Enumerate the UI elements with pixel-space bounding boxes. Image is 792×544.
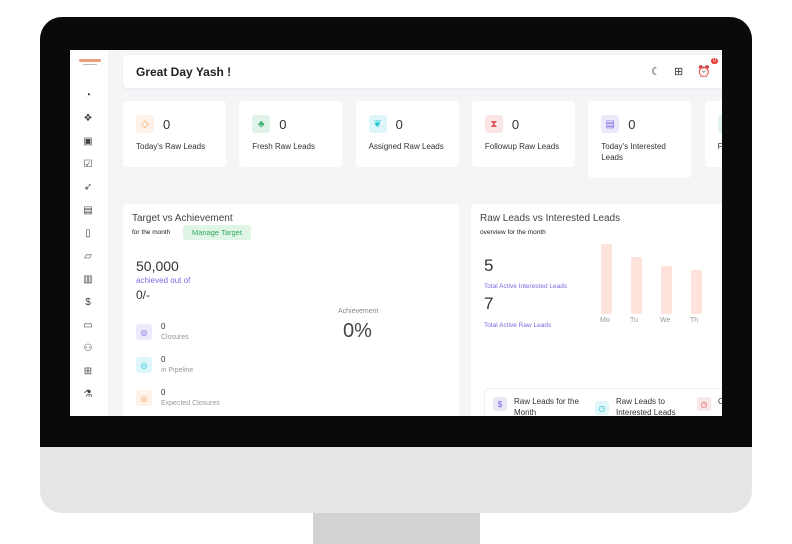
metric-label: Expected Closures xyxy=(161,400,220,407)
bar-Mo xyxy=(601,244,612,314)
monitor-chin xyxy=(40,447,752,513)
grid-plus-icon[interactable]: ⊞ xyxy=(674,66,684,78)
invoice-icon[interactable]: $ xyxy=(85,296,91,308)
manage-target-button[interactable]: Manage Target xyxy=(183,225,251,240)
clock-icon: ◷ xyxy=(595,401,609,415)
bar-Tu xyxy=(631,256,642,314)
card-subtitle: overview for the month xyxy=(480,229,546,236)
notification-badge: 0 xyxy=(711,58,719,64)
metric-value: 0 xyxy=(161,322,166,331)
metric-label: Raw Leads to Interested Leads Conversion xyxy=(616,397,676,416)
stat-icon: ▪ xyxy=(717,115,722,133)
target-card: Target vs Achievement for the month Mana… xyxy=(123,204,459,416)
target-metric: ◎ 0 in Pipeline xyxy=(136,355,336,379)
calendar-icon[interactable]: ▣ xyxy=(83,135,93,147)
stat-card[interactable]: ▪ F L xyxy=(704,101,723,167)
alarm-icon[interactable]: ⏰ xyxy=(697,66,711,78)
hourglass-icon: ⧗ xyxy=(484,115,503,133)
logo xyxy=(79,59,101,67)
bar-We xyxy=(661,266,672,314)
monitor-stand xyxy=(313,513,480,544)
stat-label: Fresh Raw Leads xyxy=(252,142,315,151)
stat-value: 0 xyxy=(279,117,287,132)
metric-label: C P xyxy=(718,397,722,406)
briefcase-icon: ▤ xyxy=(601,115,620,133)
briefcase-icon[interactable]: ▤ xyxy=(83,204,93,216)
table-icon[interactable]: ⊞ xyxy=(83,365,93,377)
rocket-icon[interactable]: ➶ xyxy=(83,181,93,193)
moon-clock-icon[interactable]: ☾ xyxy=(651,66,661,78)
metric-label: Raw Leads for the Month xyxy=(514,397,579,416)
users-icon[interactable]: ⚇ xyxy=(83,342,93,354)
raw-label: Total Active Raw Leads xyxy=(484,322,552,329)
target-metric: ◎ 0 Closures xyxy=(136,322,336,346)
header: Great Day Yash ! ☾ ⊞ ⏰ xyxy=(123,55,722,88)
card-subtitle: for the month xyxy=(132,229,171,236)
building-icon[interactable]: ▱ xyxy=(84,250,92,262)
achieved-label: achieved out of xyxy=(136,276,191,285)
check-circle-icon: ◎ xyxy=(136,390,152,406)
metric-label: in Pipeline xyxy=(161,367,194,374)
tasks-icon[interactable]: ☑ xyxy=(83,158,93,170)
stat-value: 0 xyxy=(395,117,403,132)
app-screen: ◔ ❖ ▣ ☑ ➶ ▤ ▯ ▱ ▥ $ ▭ ⚇ ⊞ ⚗ Great Day Yash ! ☾ ⊞ ⏰ 0 … xyxy=(70,50,722,416)
stat-card[interactable]: ♣ 0 Fresh Raw Leads xyxy=(239,101,343,167)
stat-value: 0 xyxy=(163,117,171,132)
dashboard-icon[interactable]: ◔ xyxy=(84,89,92,101)
sidebar: ◔ ❖ ▣ ☑ ➶ ▤ ▯ ▱ ▥ $ ▭ ⚇ ⊞ ⚗ xyxy=(70,50,108,416)
interested-label: Total Active Interested Leads xyxy=(484,283,568,290)
stat-label: F L xyxy=(717,142,723,151)
x-tick-label: We xyxy=(660,317,671,324)
x-tick-label: Th xyxy=(690,317,699,324)
target-metric: ◎ 0 Expected Closures xyxy=(136,388,336,412)
stat-card[interactable]: ▤ 0 Today's Interested Leads xyxy=(588,101,692,178)
target-value: 50,000 xyxy=(136,258,179,274)
tag-icon: ◇ xyxy=(136,115,154,133)
stat-card[interactable]: ❦ 0 Assigned Raw Leads xyxy=(355,101,459,167)
dollar-icon: $ xyxy=(493,397,507,411)
stat-label: Assigned Raw Leads xyxy=(368,142,444,151)
metric-value: 0 xyxy=(161,388,166,397)
achievement-value: 0% xyxy=(343,320,372,342)
document-icon[interactable]: ▥ xyxy=(83,273,93,285)
ticket-icon[interactable]: ▭ xyxy=(83,319,93,331)
x-tick-label: Mo xyxy=(600,317,610,324)
metric-label: Closures xyxy=(161,334,189,341)
stat-value: 0 xyxy=(511,117,520,132)
achieved-value: 0/- xyxy=(136,288,151,302)
stat-card[interactable]: ◇ 0 Today's Raw Leads xyxy=(123,101,226,167)
metrics-panel: $Raw Leads for the Month4◷Raw Leads to I… xyxy=(484,388,722,416)
bar-Th xyxy=(691,269,702,314)
raw-value: 7 xyxy=(484,294,494,313)
modules-icon[interactable]: ❖ xyxy=(83,112,93,124)
chart-icon: ◷ xyxy=(697,397,711,411)
leads-card: Raw Leads vs Interested Leads overview f… xyxy=(471,204,722,416)
trees-icon: ♣ xyxy=(252,115,271,133)
clipboard-icon[interactable]: ▯ xyxy=(85,227,91,239)
leaf-icon: ❦ xyxy=(368,115,387,133)
x-tick-label: Tu xyxy=(630,317,638,324)
card-title: Target vs Achievement xyxy=(132,213,233,224)
stat-label: Today's Raw Leads xyxy=(136,142,206,151)
greeting: Great Day Yash ! xyxy=(136,65,232,79)
stat-label: Today's Interested Leads xyxy=(601,142,666,162)
flask-icon[interactable]: ⚗ xyxy=(83,388,93,400)
card-title: Raw Leads vs Interested Leads xyxy=(480,213,621,224)
stat-label: Followup Raw Leads xyxy=(484,142,560,151)
achievement-label: Achievement xyxy=(338,308,379,315)
stat-card[interactable]: ⧗ 0 Followup Raw Leads xyxy=(471,101,575,167)
check-circle-icon: ◎ xyxy=(136,324,152,340)
interested-value: 5 xyxy=(484,256,494,275)
stat-value: 0 xyxy=(628,117,636,132)
check-circle-icon: ◎ xyxy=(136,357,152,373)
metric-value: 0 xyxy=(161,355,166,364)
